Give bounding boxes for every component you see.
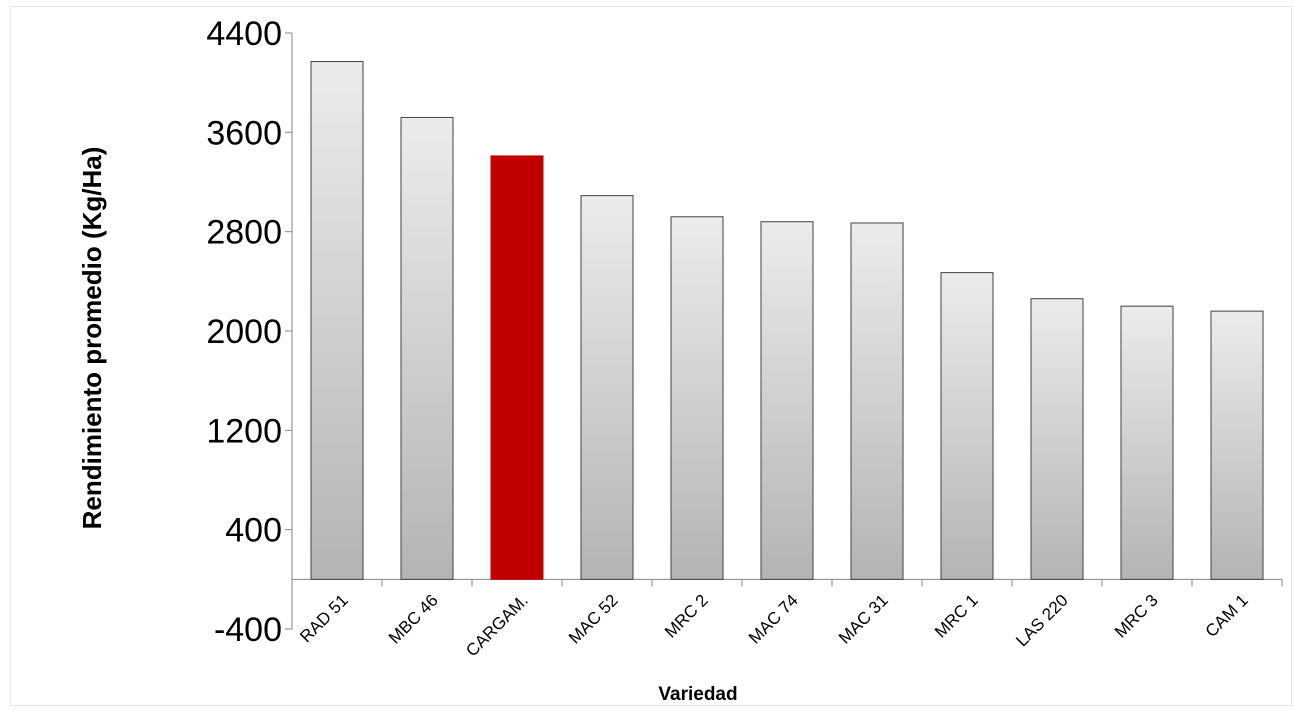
bar-mbc-46 xyxy=(400,116,454,580)
y-tick-label: 2000 xyxy=(206,313,282,351)
y-tick-label: 4400 xyxy=(206,15,282,53)
y-tick-label: 400 xyxy=(225,512,282,550)
chart-frame xyxy=(10,6,1292,706)
x-axis-title: Variedad xyxy=(658,684,737,705)
x-tick-label: LAS 220 xyxy=(1012,591,1072,651)
bar-cam-1 xyxy=(1210,310,1264,580)
x-tick-label: MRC 2 xyxy=(661,591,712,642)
bar-mac-31 xyxy=(850,222,904,580)
bar-rad-51 xyxy=(310,61,364,580)
x-tick-label: CAM 1 xyxy=(1202,591,1252,641)
x-tick-label: RAD 51 xyxy=(296,591,352,647)
bars xyxy=(310,61,1264,580)
x-tick-label: MAC 52 xyxy=(565,591,622,648)
x-tick-label: MAC 74 xyxy=(745,591,802,648)
bar-mac-52 xyxy=(580,195,634,580)
bar-cargam xyxy=(490,155,544,580)
plot-area: -400 400 1200 2000 2800 3600 4400 RAD 51 MBC 46… xyxy=(206,15,1283,661)
x-tick-label: MAC 31 xyxy=(835,591,892,648)
x-tick-label: MBC 46 xyxy=(385,591,442,648)
bar-mac-74 xyxy=(760,221,814,580)
bar-las-220 xyxy=(1030,298,1084,580)
bar-mrc-2 xyxy=(670,216,724,580)
y-axis-title: Rendimiento promedio (Kg/Ha) xyxy=(77,147,107,530)
bar-mrc-1 xyxy=(940,272,994,580)
y-tick-label: -400 xyxy=(214,611,282,649)
y-tick-label: 1200 xyxy=(206,412,282,450)
x-tick-label: CARGAM. xyxy=(462,591,532,661)
x-tick-label: MRC 3 xyxy=(1111,591,1162,642)
y-tick-label: 3600 xyxy=(206,114,282,152)
x-axis-ticks: RAD 51 MBC 46 CARGAM. MAC 52 MRC 2 MAC 74 MAC … xyxy=(291,579,1283,661)
y-tick-label: 2800 xyxy=(206,214,282,252)
x-tick-label: MRC 1 xyxy=(931,591,982,642)
y-axis-ticks: -400 400 1200 2000 2800 3600 4400 xyxy=(206,15,292,649)
bar-mrc-3 xyxy=(1120,305,1174,580)
